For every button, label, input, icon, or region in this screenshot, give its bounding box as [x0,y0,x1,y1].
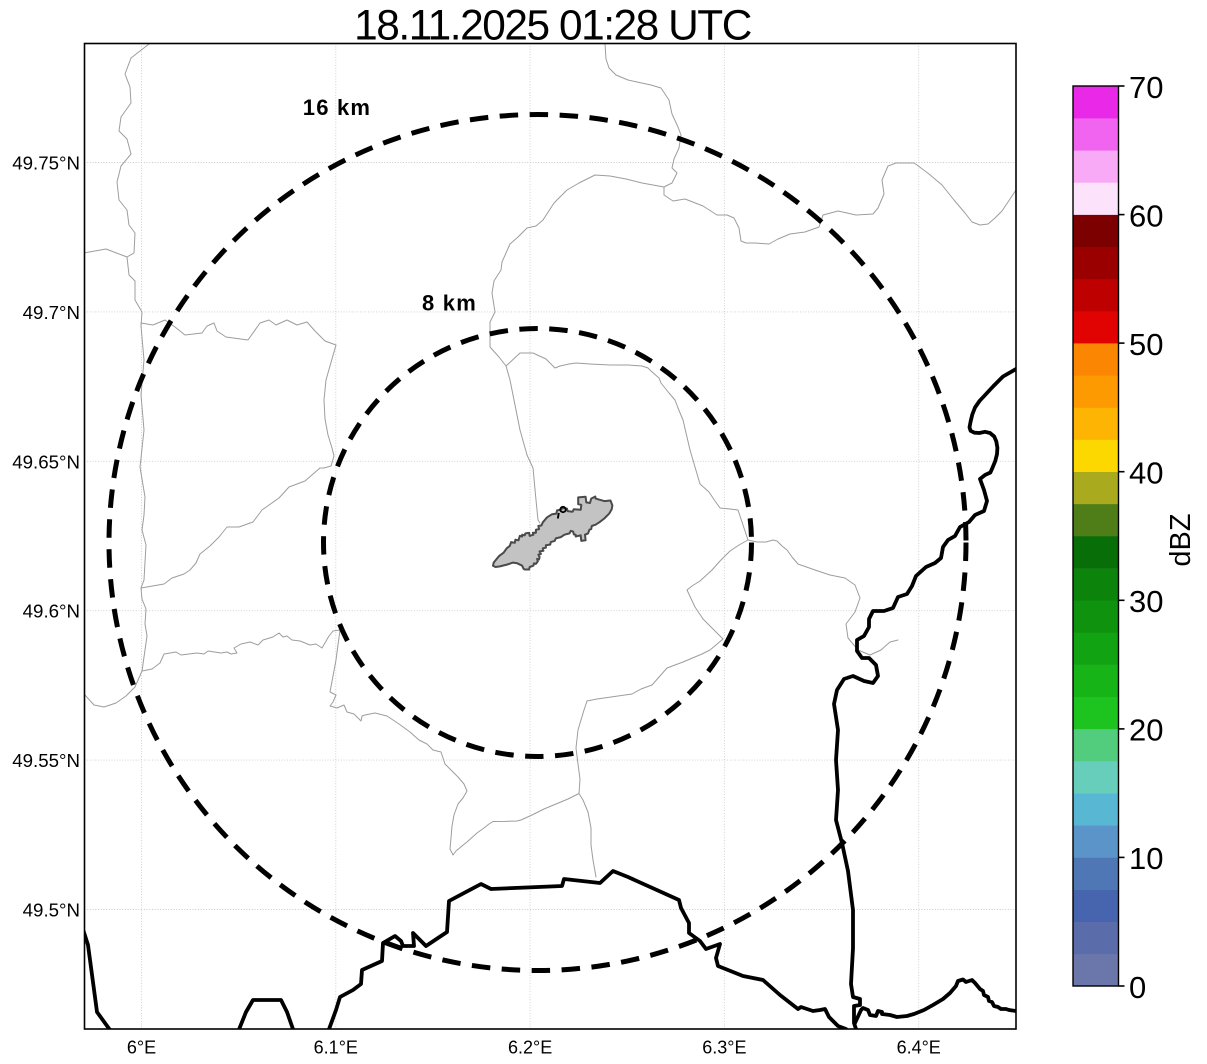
svg-text:18.11.2025 01:28 UTC: 18.11.2025 01:28 UTC [354,1,751,48]
svg-text:0: 0 [1129,970,1146,1005]
svg-text:70: 70 [1129,70,1163,105]
svg-text:16 km: 16 km [303,95,371,120]
svg-text:6.2°E: 6.2°E [508,1038,552,1058]
svg-text:dBZ: dBZ [1165,513,1197,566]
svg-text:6.3°E: 6.3°E [702,1038,746,1058]
svg-text:50: 50 [1129,327,1163,362]
svg-text:40: 40 [1129,456,1163,491]
svg-text:8 km: 8 km [422,291,477,316]
svg-text:6.4°E: 6.4°E [897,1038,941,1058]
svg-text:10: 10 [1129,841,1163,876]
svg-text:30: 30 [1129,584,1163,619]
svg-text:49.7°N: 49.7°N [23,302,80,323]
svg-text:49.65°N: 49.65°N [12,451,80,472]
svg-text:6.1°E: 6.1°E [314,1038,358,1058]
svg-text:49.55°N: 49.55°N [12,750,80,771]
svg-text:60: 60 [1129,198,1163,233]
svg-text:20: 20 [1129,713,1163,748]
svg-text:49.5°N: 49.5°N [23,900,80,921]
svg-text:6°E: 6°E [127,1038,156,1058]
svg-text:49.75°N: 49.75°N [12,153,80,174]
svg-text:49.6°N: 49.6°N [23,601,80,622]
